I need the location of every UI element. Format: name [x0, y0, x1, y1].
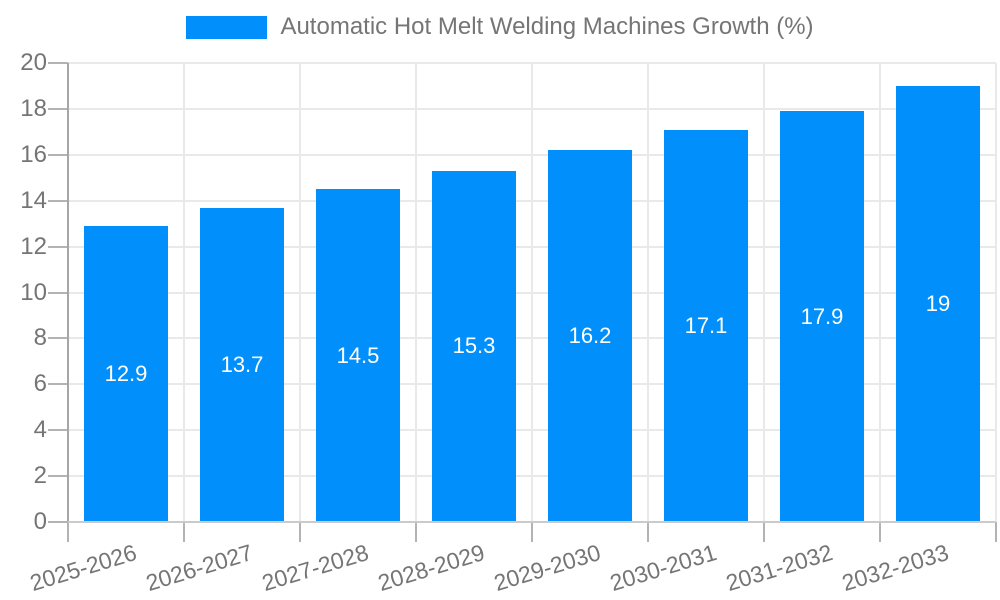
x-axis-category-label: 2032-2033	[838, 539, 952, 597]
bar-value-label: 12.9	[104, 360, 148, 386]
bar-value-label: 16.2	[568, 323, 612, 349]
bar-value-label: 14.5	[336, 342, 380, 368]
y-axis-tick-label: 8	[33, 324, 47, 352]
y-axis-tick-label: 2	[33, 462, 47, 490]
x-axis-tick-mark	[67, 522, 69, 542]
x-axis-category-label: 2026-2027	[142, 539, 256, 597]
x-axis-tick-mark	[995, 522, 997, 542]
x-axis-category-label: 2028-2029	[374, 539, 488, 597]
bar[interactable]: 17.1	[664, 129, 748, 522]
x-axis-tick-mark	[879, 522, 881, 542]
bar[interactable]: 14.5	[316, 189, 400, 522]
y-axis-tick-label: 16	[20, 140, 47, 168]
x-axis-line	[68, 521, 996, 523]
y-axis-tick-mark	[48, 107, 68, 110]
y-axis-tick-mark	[48, 153, 68, 156]
gridline-vertical	[763, 63, 765, 522]
y-axis-tick-mark	[48, 383, 68, 386]
x-axis-category-label: 2030-2031	[606, 539, 720, 597]
bar[interactable]: 19	[896, 85, 980, 522]
y-axis-tick-mark	[48, 429, 68, 432]
bar-value-label: 17.9	[800, 303, 844, 329]
bar[interactable]: 15.3	[432, 170, 516, 522]
bar[interactable]: 13.7	[200, 207, 284, 522]
x-axis-category-label: 2025-2026	[26, 539, 140, 597]
x-axis-tick-mark	[415, 522, 417, 542]
y-axis-tick-mark	[48, 245, 68, 248]
bar[interactable]: 17.9	[780, 111, 864, 522]
y-axis-tick-label: 18	[20, 94, 47, 122]
y-axis-tick-label: 6	[33, 370, 47, 398]
legend-label: Automatic Hot Melt Welding Machines Grow…	[280, 13, 814, 40]
y-axis-tick-mark	[48, 337, 68, 340]
x-axis-tick-mark	[531, 522, 533, 542]
y-axis-tick-mark	[48, 291, 68, 294]
y-axis-tick-mark	[48, 475, 68, 478]
bar-value-label: 17.1	[684, 312, 728, 338]
y-axis-tick-mark	[48, 199, 68, 202]
y-axis-tick-label: 20	[20, 49, 47, 76]
gridline-vertical	[995, 63, 997, 522]
x-axis-tick-mark	[647, 522, 649, 542]
y-axis-tick-label: 0	[33, 508, 47, 535]
legend-swatch-icon	[186, 15, 268, 39]
bar-value-label: 13.7	[220, 351, 264, 377]
y-axis-tick-label: 12	[20, 232, 47, 260]
gridline-vertical	[183, 63, 185, 522]
legend: Automatic Hot Melt Welding Machines Grow…	[0, 13, 1000, 41]
x-axis-category-label: 2027-2028	[258, 539, 372, 597]
gridline-vertical	[531, 63, 533, 522]
gridline-vertical	[647, 63, 649, 522]
bar-value-label: 15.3	[452, 333, 496, 359]
bar-value-label: 19	[925, 290, 951, 316]
x-axis-category-label: 2029-2030	[490, 539, 604, 597]
y-axis-tick-label: 4	[33, 416, 47, 444]
y-axis-tick-mark	[48, 521, 68, 523]
bar[interactable]: 16.2	[548, 150, 632, 522]
x-axis-tick-mark	[299, 522, 301, 542]
x-axis-tick-mark	[763, 522, 765, 542]
legend-item[interactable]: Automatic Hot Melt Welding Machines Grow…	[186, 13, 814, 41]
y-axis-tick-label: 14	[20, 186, 47, 214]
x-axis-category-label: 2031-2032	[722, 539, 836, 597]
gridline-vertical	[879, 63, 881, 522]
x-axis-tick-mark	[183, 522, 185, 542]
y-axis-line	[67, 63, 69, 522]
bar[interactable]: 12.9	[84, 225, 168, 522]
y-axis-tick-mark	[48, 62, 68, 64]
gridline-vertical	[299, 63, 301, 522]
gridline-vertical	[415, 63, 417, 522]
y-axis-tick-label: 10	[20, 278, 47, 306]
